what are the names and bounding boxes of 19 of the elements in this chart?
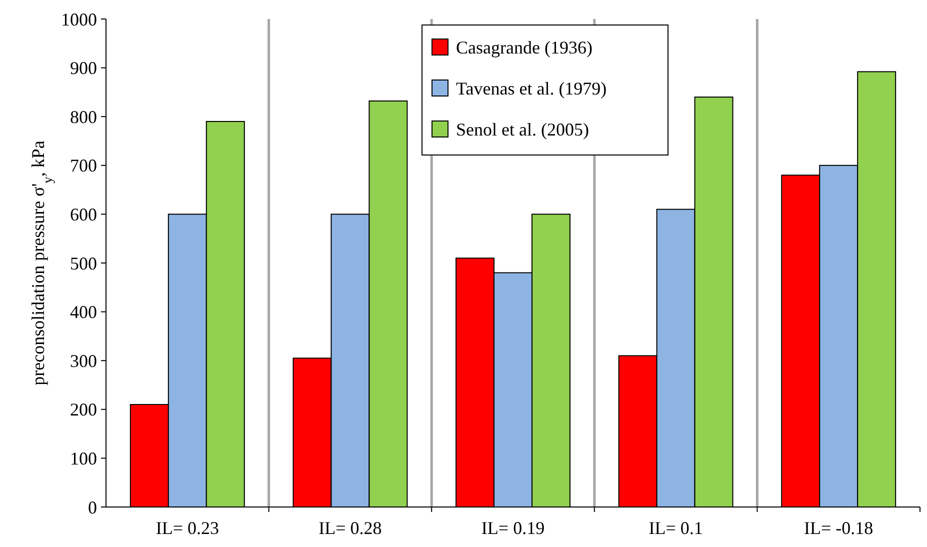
y-tick-label: 0 [88, 497, 97, 518]
y-tick-label: 400 [70, 302, 97, 322]
x-tick-label: IL= -0.18 [804, 518, 874, 538]
x-tick-label: IL= 0.23 [156, 518, 219, 538]
y-tick-label: 100 [70, 448, 97, 468]
legend-label: Tavenas et al. (1979) [456, 78, 607, 98]
y-tick-label: 500 [70, 253, 97, 274]
x-tick-label: IL= 0.19 [481, 518, 545, 538]
x-tick-label: IL= 0.1 [648, 518, 703, 538]
y-tick-label: 1000 [61, 9, 97, 30]
y-tick-label: 200 [70, 400, 97, 420]
y-tick-label: 900 [70, 58, 97, 78]
legend-label: Casagrande (1936) [456, 37, 592, 58]
legend-label: Senol et al. (2005) [456, 119, 589, 140]
y-tick-label: 300 [70, 350, 97, 371]
y-tick-label: 800 [70, 106, 97, 127]
y-tick-label: 700 [70, 156, 97, 176]
x-tick-label: IL= 0.28 [318, 518, 382, 538]
y-tick-label: 600 [70, 204, 97, 224]
